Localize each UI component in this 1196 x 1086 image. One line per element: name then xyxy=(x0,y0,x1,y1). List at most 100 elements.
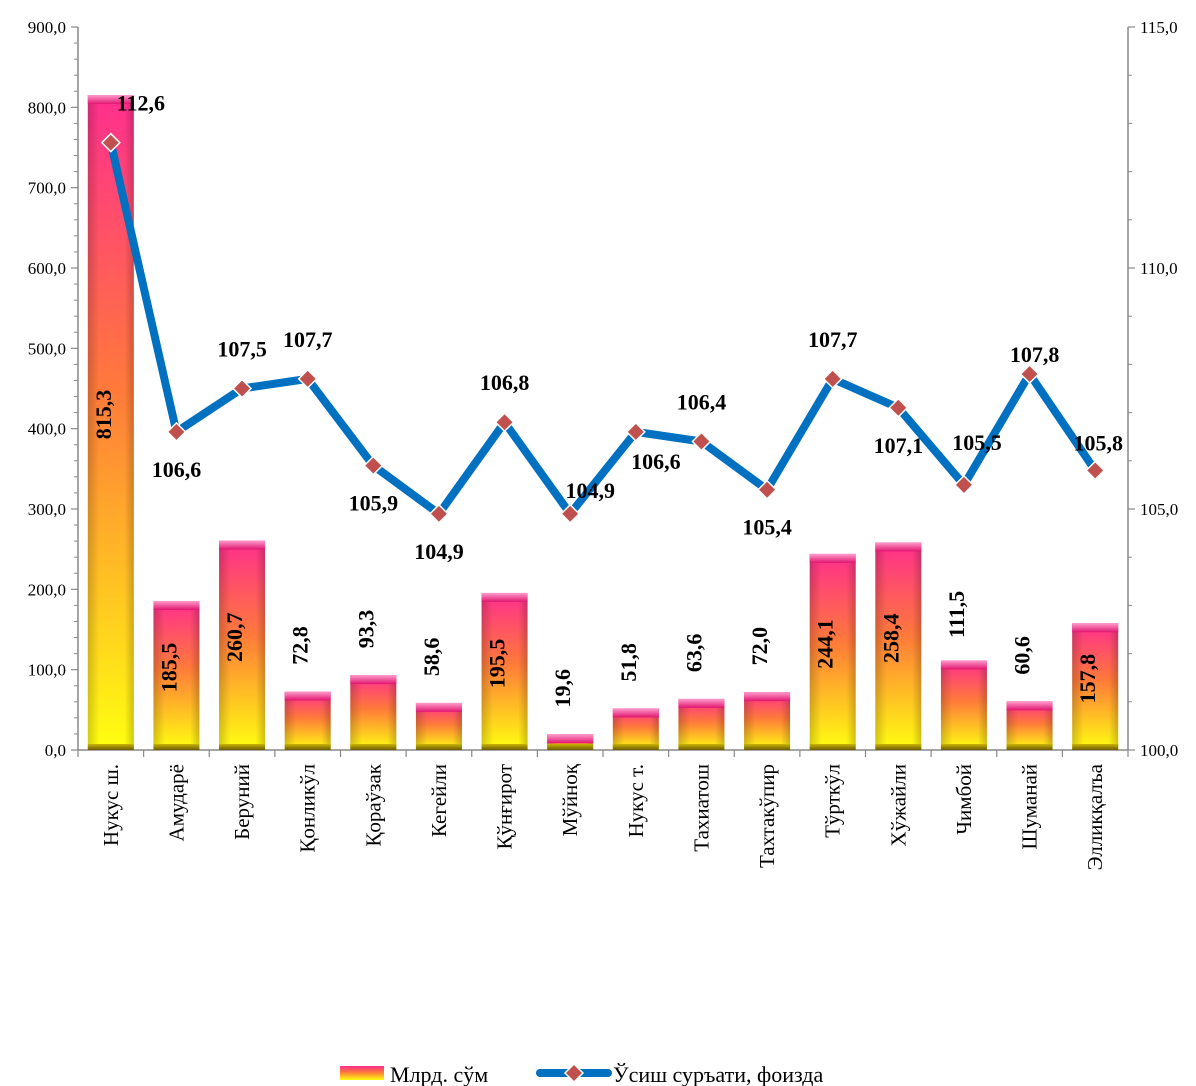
bar-bevel-bottom xyxy=(482,744,528,750)
bar-bevel-bottom xyxy=(547,744,593,750)
bar-bevel-bottom xyxy=(678,744,724,750)
bar-value-label: 195,5 xyxy=(485,639,510,689)
bar-bevel-bottom xyxy=(1072,744,1118,750)
legend-bar-label: Млрд. сўм xyxy=(390,1062,488,1086)
bar-bevel-bottom xyxy=(744,744,790,750)
bar-bevel-bottom xyxy=(875,744,921,750)
bar-bevel-bottom xyxy=(219,744,265,750)
growth-line xyxy=(102,134,1104,523)
right-tick-label: 110,0 xyxy=(1140,259,1178,278)
bar-bevel-top xyxy=(547,734,593,743)
growth-value-label: 106,6 xyxy=(152,457,202,482)
bar-bevel-top xyxy=(1072,623,1118,632)
bar-bevel-top xyxy=(350,675,396,684)
bar-bevel-bottom xyxy=(810,744,856,750)
bar-bevel-bottom xyxy=(1007,744,1053,750)
growth-value-label: 106,8 xyxy=(480,370,530,395)
bar-shading xyxy=(941,660,987,750)
bar-bevel-bottom xyxy=(416,744,462,750)
bar-bevel-bottom xyxy=(153,744,199,750)
category-label: Қўнғирот xyxy=(493,764,517,850)
growth-value-label: 104,9 xyxy=(565,478,615,503)
category-label: Нукус ш. xyxy=(99,764,123,846)
left-tick-label: 500,0 xyxy=(28,339,66,358)
growth-value-label: 107,7 xyxy=(808,327,858,352)
left-tick-label: 0,0 xyxy=(45,741,66,760)
bar-value-label: 815,3 xyxy=(91,390,116,440)
right-tick-label: 100,0 xyxy=(1140,741,1178,760)
left-tick-label: 200,0 xyxy=(28,580,66,599)
left-tick-label: 900,0 xyxy=(28,18,66,37)
category-label: Қонликўл xyxy=(296,764,320,853)
category-label: Тахиатош xyxy=(689,764,713,852)
data-labels: 815,3 185,5 260,7 72,8 93,3 58,6 195,5 19,6 51,8… xyxy=(91,91,1123,708)
left-tick-label: 400,0 xyxy=(28,420,66,439)
bar-bevel-top xyxy=(219,541,265,550)
bar-bevel-top xyxy=(285,692,331,701)
growth-line-path xyxy=(111,143,1095,514)
bar-bevel-bottom xyxy=(285,744,331,750)
left-tick-label: 300,0 xyxy=(28,500,66,519)
right-tick-label: 105,0 xyxy=(1140,500,1178,519)
growth-value-label: 107,5 xyxy=(217,337,267,362)
bar-value-label: 258,4 xyxy=(878,613,903,663)
bar-bevel-bottom xyxy=(88,744,134,750)
bar-value-label: 58,6 xyxy=(419,638,444,677)
growth-value-label: 107,7 xyxy=(283,327,333,352)
category-label: Элликқалъа xyxy=(1083,763,1107,870)
legend-line-label: Ўсиш суръати, фоизда xyxy=(613,1062,824,1086)
growth-value-label: 105,5 xyxy=(952,430,1002,455)
category-label: Қораўзак xyxy=(361,763,385,846)
growth-value-label: 106,6 xyxy=(631,449,681,474)
category-label: Амударё xyxy=(164,764,188,841)
category-label: Чимбой xyxy=(952,764,976,835)
bar-value-label: 72,0 xyxy=(747,627,772,666)
bar-value-label: 111,5 xyxy=(944,591,969,638)
axes: 0,0 100,0 200,0 300,0 400,0 500,0 600,0 700,0 80… xyxy=(28,18,1179,870)
bar-value-label: 244,1 xyxy=(813,619,838,669)
left-tick-label: 600,0 xyxy=(28,259,66,278)
legend: Млрд. сўм Ўсиш суръати, фоизда xyxy=(340,1062,824,1086)
legend-marker-swatch xyxy=(565,1064,583,1082)
growth-value-label: 105,4 xyxy=(742,515,792,540)
growth-value-label: 107,1 xyxy=(874,433,924,458)
bar-value-label: 19,6 xyxy=(550,669,575,708)
left-tick-label: 700,0 xyxy=(28,179,66,198)
category-label: Хўжайли xyxy=(886,764,910,846)
bar-value-label: 63,6 xyxy=(681,634,706,673)
category-label: Тахтакўпир xyxy=(755,764,779,868)
bar-bevel-top xyxy=(941,660,987,669)
right-tick-label: 115,0 xyxy=(1140,18,1178,37)
category-label: Тўрткўл xyxy=(821,764,845,838)
growth-value-label: 105,9 xyxy=(349,491,399,516)
bar-value-label: 260,7 xyxy=(222,613,247,663)
category-label: Беруний xyxy=(230,764,254,840)
left-tick-label: 100,0 xyxy=(28,661,66,680)
category-label: Нукус т. xyxy=(624,764,648,838)
bar-bevel-top xyxy=(613,708,659,717)
growth-value-label: 112,6 xyxy=(117,91,165,116)
bar-bevel-top xyxy=(810,554,856,563)
category-label: Кегейли xyxy=(427,764,451,837)
bar-bevel-top xyxy=(875,542,921,551)
growth-value-label: 107,8 xyxy=(1010,342,1060,367)
bar-value-label: 60,6 xyxy=(1010,636,1035,675)
bar-shading xyxy=(350,675,396,750)
left-tick-label: 800,0 xyxy=(28,98,66,117)
growth-value-label: 105,8 xyxy=(1073,430,1123,455)
bar-bevel-top xyxy=(678,699,724,708)
bar-bevel-top xyxy=(744,692,790,701)
bar-bevel-top xyxy=(416,703,462,712)
bar-bevel-top xyxy=(1007,701,1053,710)
bar-bevel-top xyxy=(482,593,528,602)
bar-bevel-bottom xyxy=(613,744,659,750)
bar-value-label: 157,8 xyxy=(1075,654,1100,704)
growth-value-label: 104,9 xyxy=(414,539,464,564)
bar-bevel-bottom xyxy=(350,744,396,750)
bar-value-label: 93,3 xyxy=(353,610,378,649)
category-label: Шуманай xyxy=(1018,764,1042,850)
bar-value-label: 185,5 xyxy=(156,643,181,693)
bar-bevel-bottom xyxy=(941,744,987,750)
bar-value-label: 51,8 xyxy=(616,643,641,682)
